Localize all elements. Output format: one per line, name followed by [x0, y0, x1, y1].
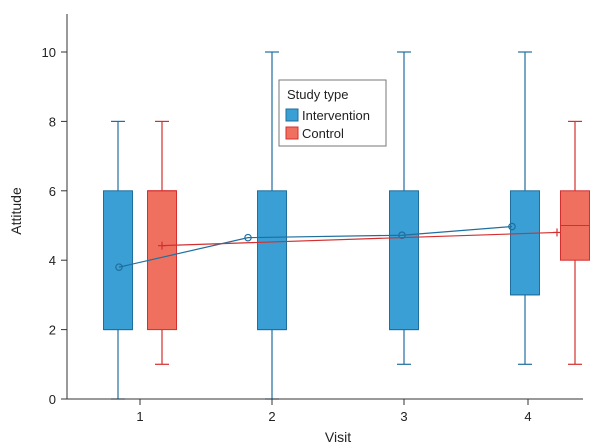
intervention-mean-point	[244, 233, 252, 242]
intervention-box-visit-1	[103, 190, 133, 331]
y-tick-label: 8	[49, 114, 56, 129]
plot-area	[103, 51, 590, 400]
x-tick-label: 2	[268, 409, 275, 424]
control-mean-line	[161, 231, 558, 247]
intervention-box-visit-3	[389, 190, 419, 331]
y-tick-label: 6	[49, 184, 56, 199]
intervention-mean-point	[115, 263, 123, 271]
intervention-mean-point	[508, 222, 516, 231]
legend: Study type Intervention Control	[278, 79, 387, 147]
y-tick-label: 0	[49, 392, 56, 407]
y-tick-label: 4	[49, 253, 56, 268]
y-tick-label: 10	[42, 45, 56, 60]
x-ticks: 1 2 3 4	[136, 399, 532, 424]
legend-swatch-intervention	[285, 108, 299, 122]
intervention-box-visit-2	[257, 190, 287, 331]
intervention-mean-point	[398, 231, 406, 240]
y-ticks: 0 2 4 6 8 10	[42, 45, 67, 407]
x-tick-label: 1	[136, 409, 143, 424]
intervention-box-visit-4	[510, 190, 540, 296]
intervention-mean-line	[118, 225, 513, 268]
legend-label-intervention: Intervention	[302, 108, 370, 123]
legend-label-control: Control	[302, 126, 344, 141]
legend-swatch-control	[285, 126, 299, 140]
control-mean-point	[553, 228, 561, 237]
y-tick-label: 2	[49, 323, 56, 338]
x-tick-label: 3	[400, 409, 407, 424]
y-axis-label: Attitude	[8, 187, 24, 235]
legend-title: Study type	[287, 87, 348, 102]
control-mean-point	[158, 241, 166, 250]
x-tick-label: 4	[524, 409, 531, 424]
x-axis-label: Visit	[325, 429, 351, 445]
